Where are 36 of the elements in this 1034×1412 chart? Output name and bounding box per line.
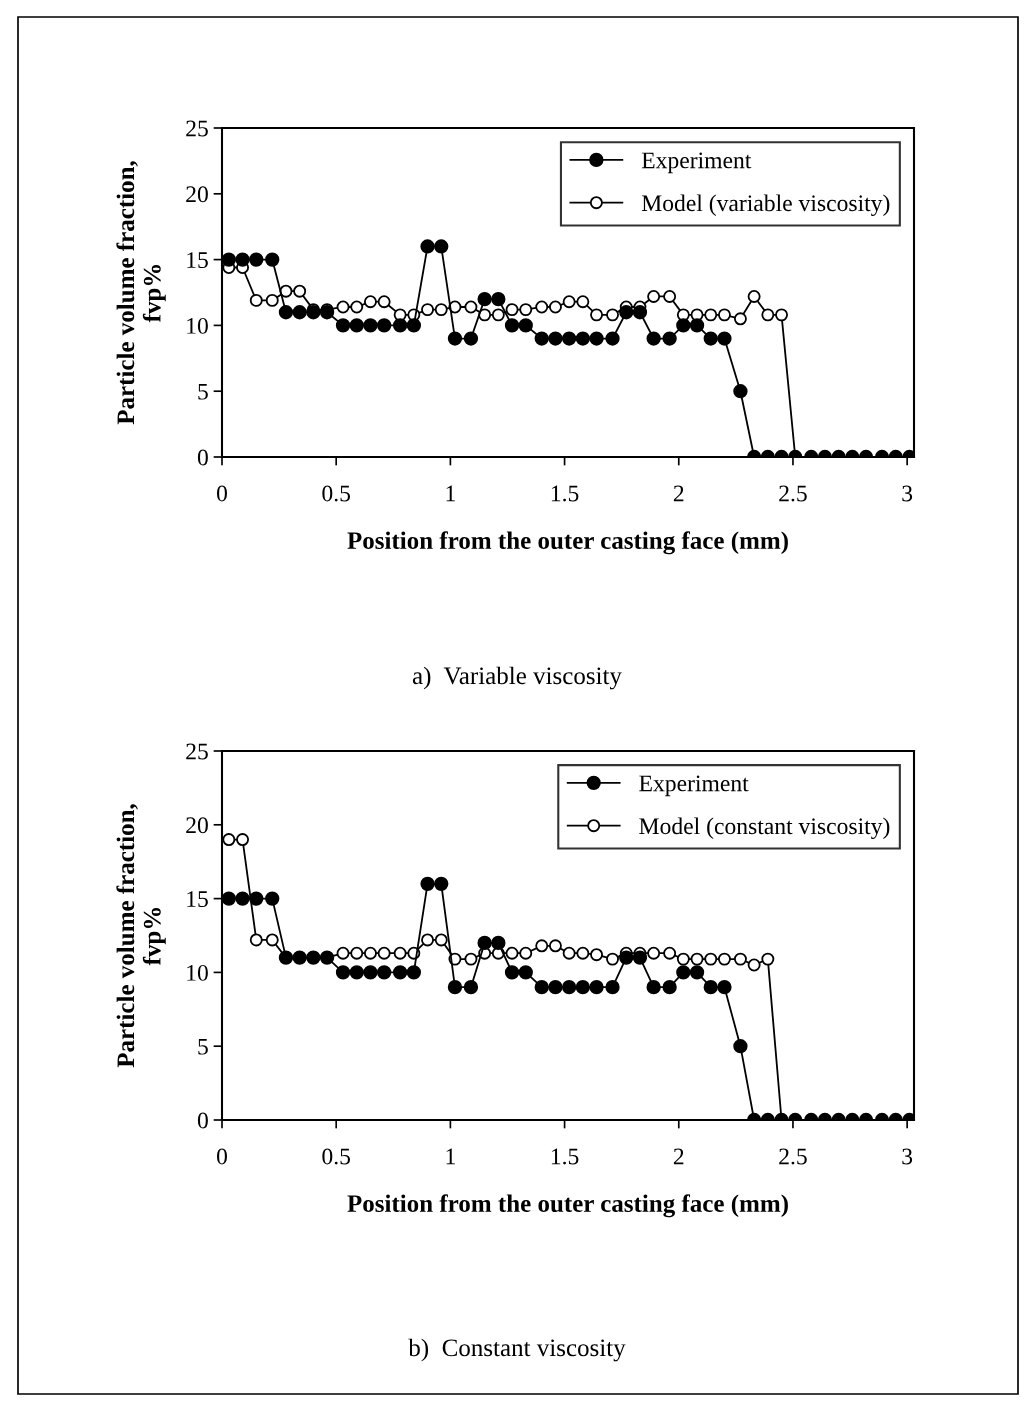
x-tick-label: 0 [217, 1148, 227, 1165]
x-axis-title: Position from the outer casting face (mm) [347, 1194, 788, 1218]
y-tick-label: 20 [186, 817, 208, 834]
x-tick-label: 2.5 [779, 1148, 807, 1165]
y-tick-label: 0 [197, 1112, 208, 1129]
x-tick-label: 3 [902, 1148, 913, 1165]
legend-label: Model (constant viscosity) [639, 817, 890, 840]
y-tick-label: 0 [197, 449, 208, 466]
legend-label: Experiment [641, 152, 752, 174]
x-tick-label: 2 [673, 1148, 684, 1165]
legend-label: Experiment [639, 775, 749, 797]
x-tick-label: 2 [673, 485, 684, 502]
x-tick-label: 2.5 [779, 485, 807, 502]
x-tick-label: 1 [446, 485, 455, 502]
y-tick-label: 25 [186, 743, 208, 760]
y-tick-label: 5 [198, 383, 208, 400]
x-axis-title: Position from the outer casting face (mm) [347, 531, 788, 555]
text: b) Constant viscosity [408, 1338, 626, 1362]
y-tick-label: 25 [186, 120, 208, 137]
legend-label: Model (variable viscosity) [641, 194, 890, 217]
y-tick-label: 10 [187, 317, 208, 334]
y-tick-label: 10 [187, 964, 208, 981]
x-tick-label: 0.5 [322, 1148, 351, 1165]
y-tick-label: 15 [187, 891, 208, 908]
x-tick-label: 3 [902, 485, 913, 502]
y-tick-label: 5 [198, 1038, 208, 1055]
y-axis-title: Particle volume fraction, fvp% [116, 161, 166, 425]
text: a) Variable viscosity [412, 666, 622, 690]
y-tick-label: 20 [186, 186, 208, 203]
x-tick-label: 0 [217, 485, 227, 502]
y-axis-title: Particle volume fraction, fvp% [116, 804, 166, 1068]
x-tick-label: 1 [446, 1148, 455, 1165]
x-tick-label: 1.5 [551, 485, 579, 502]
y-tick-label: 15 [187, 252, 208, 269]
x-tick-label: 0.5 [322, 485, 351, 502]
x-tick-label: 1.5 [551, 1148, 579, 1165]
